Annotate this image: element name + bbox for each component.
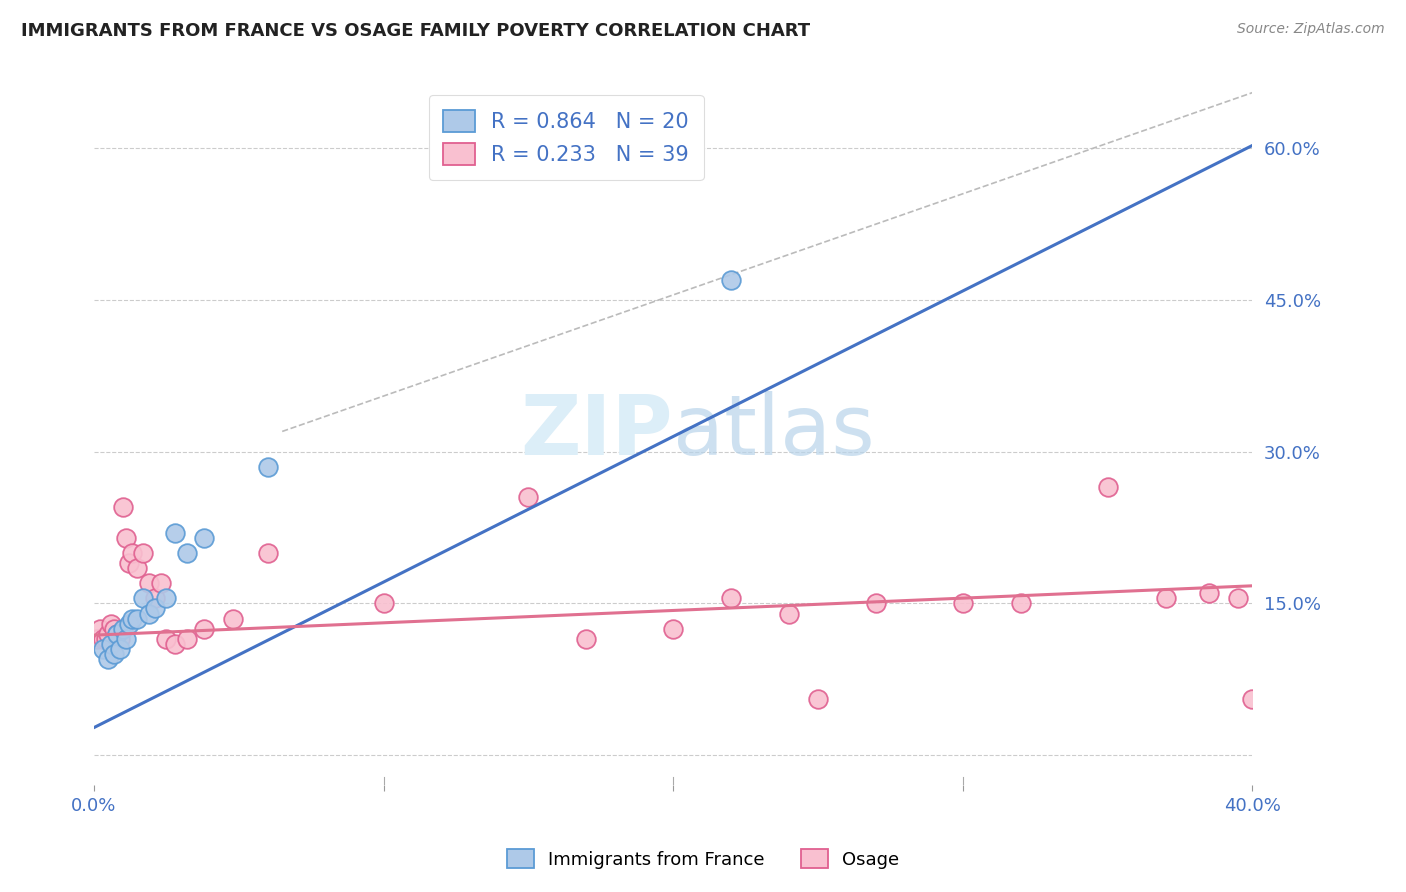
Point xyxy=(111,622,134,636)
Point xyxy=(127,561,149,575)
Legend: Immigrants from France, Osage: Immigrants from France, Osage xyxy=(499,842,907,876)
Point xyxy=(91,632,114,646)
Point xyxy=(222,611,245,625)
Point xyxy=(807,692,830,706)
Point xyxy=(89,622,111,636)
Point xyxy=(111,500,134,515)
Text: IMMIGRANTS FROM FRANCE VS OSAGE FAMILY POVERTY CORRELATION CHART: IMMIGRANTS FROM FRANCE VS OSAGE FAMILY P… xyxy=(21,22,810,40)
Point xyxy=(952,596,974,610)
Y-axis label: Family Poverty: Family Poverty xyxy=(0,376,7,487)
Point xyxy=(1226,591,1249,606)
Point xyxy=(256,546,278,560)
Point xyxy=(105,626,128,640)
Point xyxy=(143,591,166,606)
Point xyxy=(127,611,149,625)
Point xyxy=(91,641,114,656)
Point xyxy=(86,632,108,646)
Point xyxy=(1097,480,1119,494)
Legend: R = 0.864   N = 20, R = 0.233   N = 39: R = 0.864 N = 20, R = 0.233 N = 39 xyxy=(429,95,703,180)
Point xyxy=(163,637,186,651)
Point xyxy=(118,616,141,631)
Point xyxy=(193,531,215,545)
Point xyxy=(149,576,172,591)
Text: Source: ZipAtlas.com: Source: ZipAtlas.com xyxy=(1237,22,1385,37)
Point xyxy=(1241,692,1264,706)
Point xyxy=(155,591,177,606)
Point xyxy=(121,546,143,560)
Point xyxy=(1010,596,1032,610)
Point xyxy=(97,652,120,666)
Point xyxy=(778,607,800,621)
Point xyxy=(373,596,395,610)
Point xyxy=(97,626,120,640)
Point xyxy=(100,616,122,631)
Point xyxy=(176,632,198,646)
Point xyxy=(138,576,160,591)
Point xyxy=(114,531,136,545)
Point xyxy=(720,591,742,606)
Point xyxy=(105,626,128,640)
Point xyxy=(256,459,278,474)
Point xyxy=(108,641,131,656)
Point xyxy=(517,490,540,504)
Text: ZIP: ZIP xyxy=(520,391,673,472)
Point xyxy=(94,632,117,646)
Point xyxy=(118,556,141,570)
Point xyxy=(1198,586,1220,600)
Point xyxy=(121,611,143,625)
Point xyxy=(575,632,598,646)
Point xyxy=(155,632,177,646)
Point xyxy=(143,601,166,615)
Point xyxy=(100,637,122,651)
Point xyxy=(662,622,685,636)
Point xyxy=(103,647,125,661)
Point xyxy=(176,546,198,560)
Point xyxy=(865,596,887,610)
Point xyxy=(163,525,186,540)
Point xyxy=(193,622,215,636)
Point xyxy=(132,591,155,606)
Point xyxy=(720,273,742,287)
Point xyxy=(132,546,155,560)
Point xyxy=(103,622,125,636)
Point xyxy=(138,607,160,621)
Point xyxy=(108,632,131,646)
Text: atlas: atlas xyxy=(673,391,875,472)
Point xyxy=(114,632,136,646)
Point xyxy=(1154,591,1177,606)
